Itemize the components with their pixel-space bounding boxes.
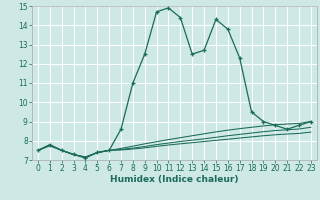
X-axis label: Humidex (Indice chaleur): Humidex (Indice chaleur) xyxy=(110,175,239,184)
